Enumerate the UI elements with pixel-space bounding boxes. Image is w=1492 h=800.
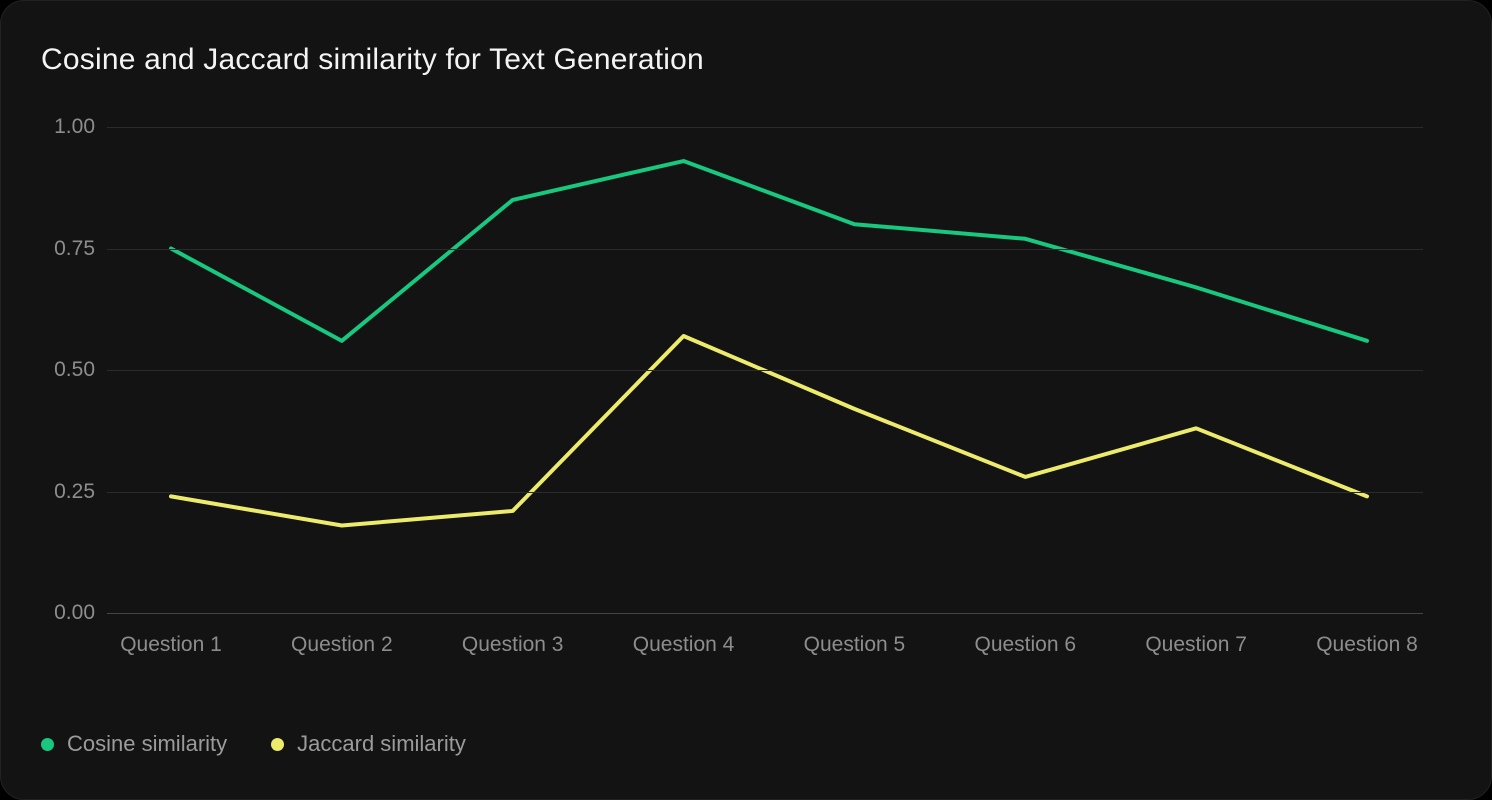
x-tick-label: Question 3 <box>461 633 564 656</box>
x-tick-label: Question 5 <box>803 633 906 656</box>
gridline <box>107 248 1423 250</box>
gridline <box>107 370 1423 371</box>
x-tick-label: Question 4 <box>632 633 735 656</box>
legend-label: Jaccard similarity <box>297 731 466 756</box>
x-tick-label: Question 1 <box>120 633 222 656</box>
series-line-cosine-similarity <box>169 159 1369 343</box>
legend-label: Cosine similarity <box>67 731 228 756</box>
gridline <box>107 127 1423 128</box>
y-tick-label: 0.00 <box>54 601 95 624</box>
x-tick-label: Question 8 <box>1316 633 1418 656</box>
x-tick-label: Question 6 <box>974 633 1077 656</box>
x-tick-label: Question 2 <box>291 633 393 656</box>
legend-dot-icon <box>271 737 285 751</box>
gridline <box>107 491 1423 493</box>
chart-title: Cosine and Jaccard similarity for Text G… <box>41 43 704 76</box>
x-tick-label: Question 7 <box>1145 633 1247 656</box>
y-tick-label: 0.25 <box>54 479 95 503</box>
plot-area: 1.00 0.75 0.50 0.25 0.00 <box>54 115 1423 624</box>
y-tick-label: 0.50 <box>54 358 95 381</box>
legend-dot-icon <box>41 737 54 751</box>
legend-item-jaccard-similarity[interactable]: Jaccard similarity <box>271 731 466 757</box>
chart-legend: Cosine similarity Jaccard similarity <box>41 731 466 757</box>
legend-item-cosine-similarity[interactable]: Cosine similarity <box>41 731 227 757</box>
y-tick-label: 0.75 <box>54 236 95 260</box>
y-tick-label: 1.00 <box>54 115 95 138</box>
line-series-canvas <box>169 159 1369 528</box>
series-line-jaccard-similarity <box>169 333 1369 528</box>
x-axis-baseline <box>107 613 1423 614</box>
